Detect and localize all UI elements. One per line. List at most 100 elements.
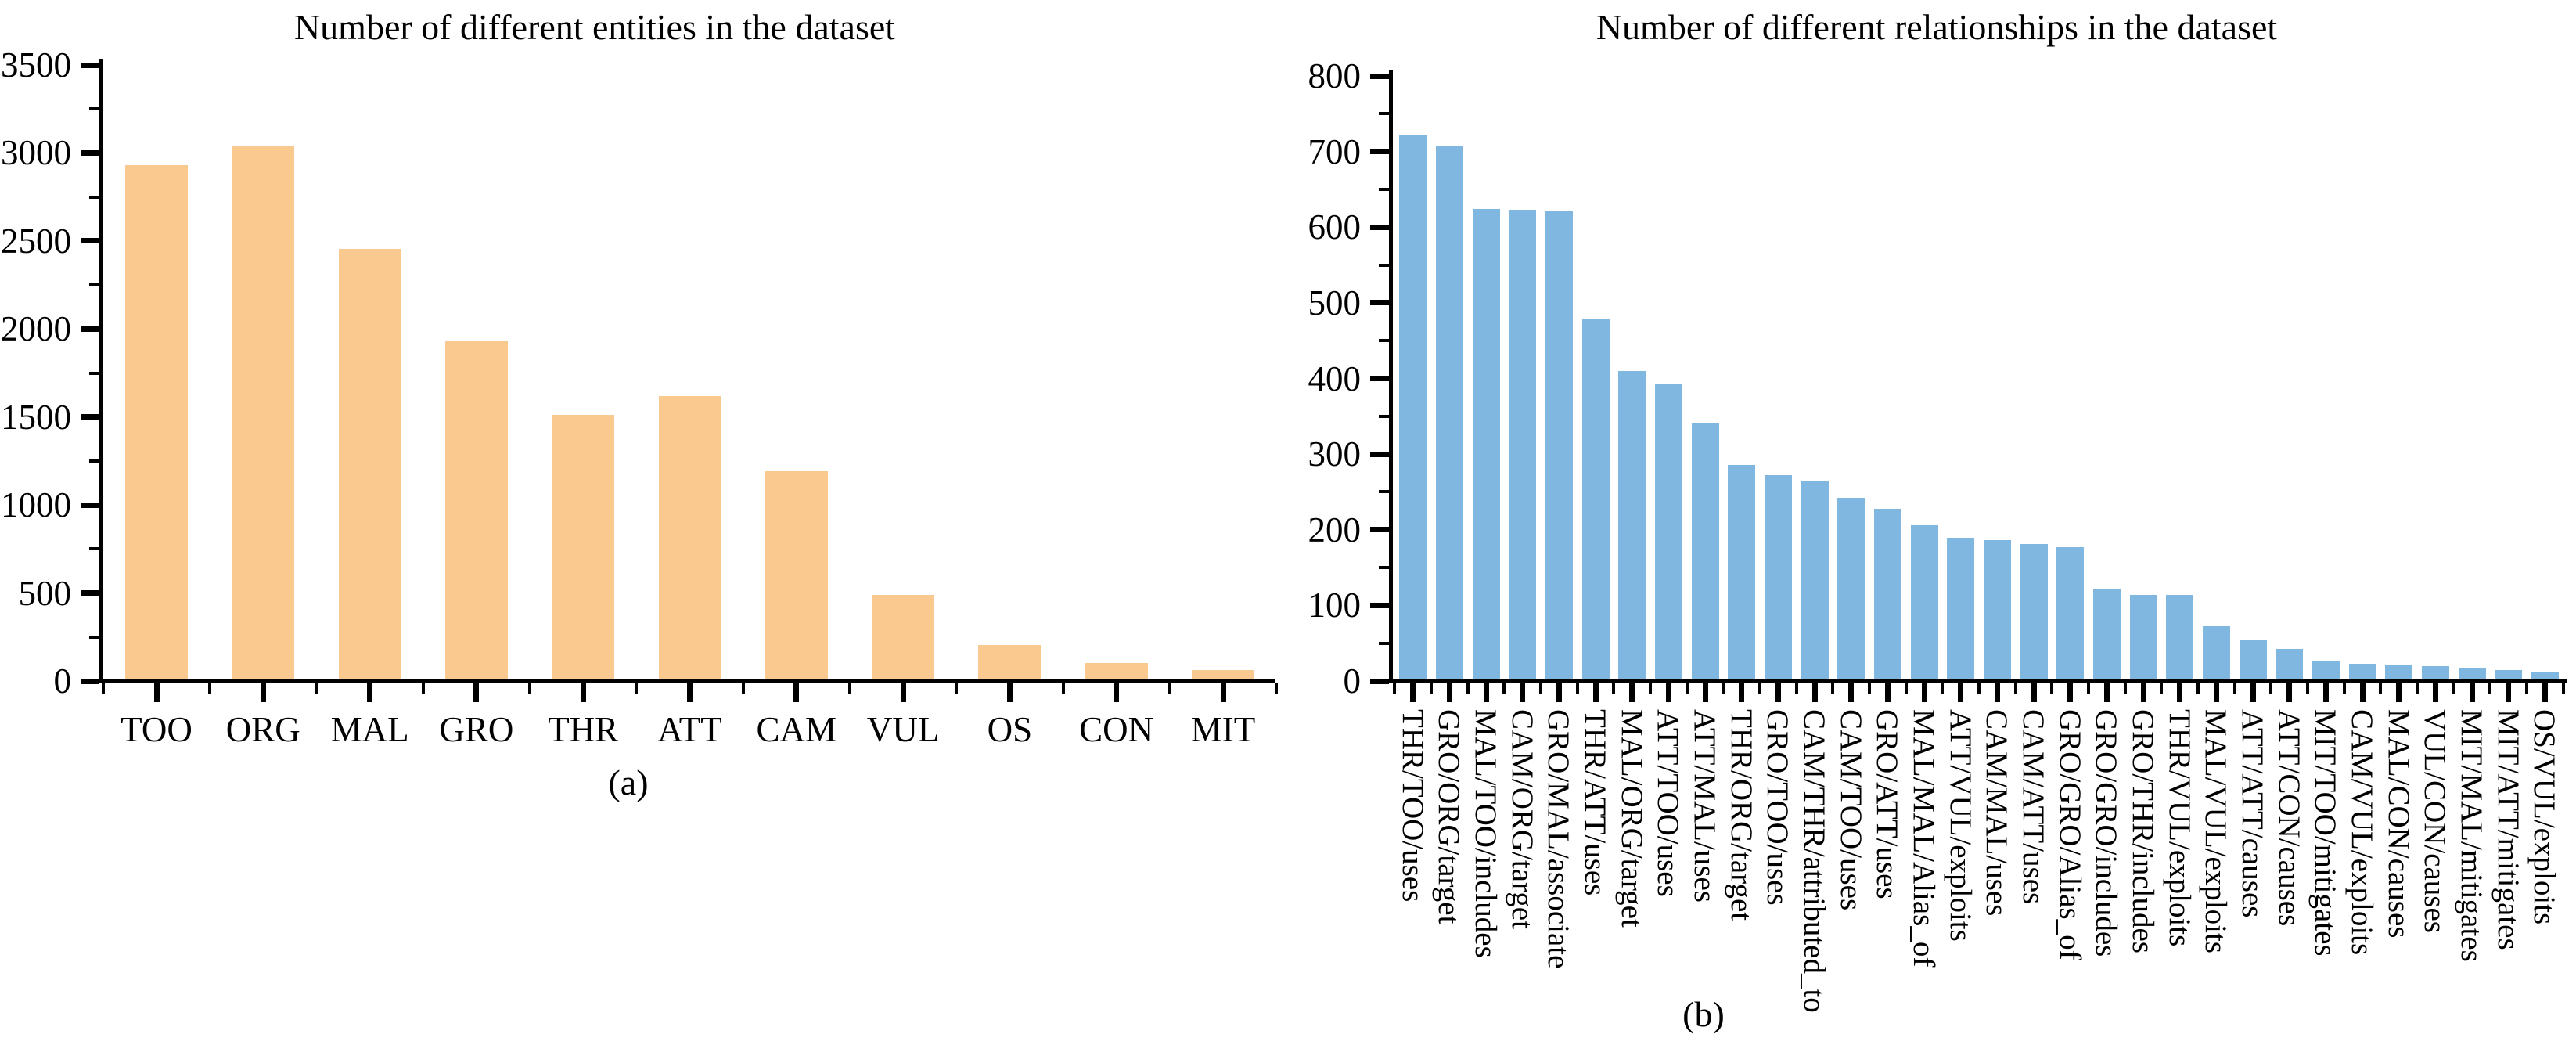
- bar: [1983, 540, 2011, 679]
- x-major-tick: [1739, 683, 1745, 702]
- x-major-tick: [2542, 683, 2548, 702]
- bar: [2202, 626, 2230, 679]
- x-major-tick: [2432, 683, 2438, 702]
- bar: [765, 470, 828, 679]
- x-minor-tick: [1758, 683, 1762, 694]
- y-tick-label: 600: [1308, 207, 1362, 247]
- x-minor-tick: [2013, 683, 2017, 694]
- y-tick-label: 400: [1308, 359, 1362, 398]
- y-minor-tick: [89, 635, 99, 639]
- x-minor-tick: [101, 683, 105, 694]
- x-major-tick: [1592, 683, 1599, 702]
- x-major-tick: [2322, 683, 2329, 702]
- y-tick-label: 700: [1308, 132, 1362, 171]
- x-tick-label: MAL/CON/causes: [2381, 709, 2416, 939]
- x-minor-tick: [2087, 683, 2091, 694]
- subfigure-caption-a: (a): [608, 762, 649, 802]
- x-minor-tick: [1061, 683, 1065, 694]
- bar: [2458, 668, 2486, 679]
- y-major-tick: [1370, 300, 1389, 306]
- bar: [1509, 209, 1537, 679]
- x-minor-tick: [208, 683, 212, 694]
- x-minor-tick: [635, 683, 639, 694]
- x-tick-label: ATT/MAL/uses: [1688, 709, 1722, 903]
- bar: [1910, 524, 1938, 679]
- y-major-tick: [1370, 73, 1389, 79]
- x-tick-label: CAM/ORG/target: [1505, 709, 1539, 929]
- x-tick-label: ATT/CON/causes: [2272, 709, 2306, 927]
- x-major-tick: [2031, 683, 2037, 702]
- x-tick-label: GRO/ORG/target: [1432, 709, 1466, 924]
- x-tick-label: THR/ATT/uses: [1578, 709, 1613, 896]
- x-major-tick: [687, 683, 693, 702]
- y-tick-label: 1000: [1, 485, 71, 525]
- y-tick-label: 500: [1308, 283, 1362, 323]
- x-major-tick: [2396, 683, 2402, 702]
- bar: [2385, 664, 2413, 679]
- bar: [2531, 672, 2559, 679]
- x-minor-tick: [1794, 683, 1798, 694]
- x-tick-label: CAM/THR/attributed_to: [1797, 709, 1832, 1013]
- x-minor-tick: [1575, 683, 1579, 694]
- x-major-tick: [1665, 683, 1671, 702]
- bar: [2020, 544, 2048, 679]
- x-tick-label: MAL/MAL/Alias_of: [1907, 709, 1941, 968]
- x-tick-label: MIT/MAL/mitigates: [2455, 709, 2489, 962]
- x-tick-label: GRO/GRO/Alias_of: [2053, 709, 2087, 960]
- x-major-tick: [2103, 683, 2110, 702]
- x-tick-label: MAL/TOO/includes: [1469, 709, 1503, 958]
- x-tick-label: ATT/ATT/causes: [2236, 709, 2270, 918]
- bar: [1654, 384, 1682, 679]
- x-tick-label: OS/VUL/exploits: [2527, 709, 2562, 925]
- x-minor-tick: [1685, 683, 1689, 694]
- y-major-tick: [81, 62, 99, 68]
- x-major-tick: [1114, 683, 1120, 702]
- y-major-tick: [81, 414, 99, 420]
- y-major-tick: [1370, 602, 1389, 608]
- y-major-tick: [81, 502, 99, 508]
- bar: [2276, 649, 2304, 679]
- y-minor-tick: [1379, 414, 1389, 418]
- x-major-tick: [580, 683, 586, 702]
- bar: [1837, 498, 1865, 679]
- x-major-tick: [1811, 683, 1818, 702]
- x-minor-tick: [1612, 683, 1616, 694]
- bar: [1801, 481, 1829, 679]
- bar: [2421, 665, 2449, 679]
- x-tick-label: MAL/VUL/exploits: [2199, 709, 2233, 953]
- bar: [552, 414, 615, 679]
- y-major-tick: [1370, 527, 1389, 533]
- x-minor-tick: [1430, 683, 1434, 694]
- x-tick-label: OS: [987, 710, 1033, 749]
- x-minor-tick: [2232, 683, 2236, 694]
- y-minor-tick: [89, 371, 99, 375]
- x-tick-label: ATT/TOO/uses: [1651, 709, 1686, 897]
- y-major-tick: [81, 678, 99, 684]
- y-tick-label: 800: [1308, 56, 1362, 95]
- bar: [1728, 464, 1756, 679]
- y-major-tick: [81, 590, 99, 596]
- y-minor-tick: [1379, 263, 1389, 267]
- x-major-tick: [153, 683, 160, 702]
- bar: [1435, 145, 1463, 679]
- x-minor-tick: [2488, 683, 2492, 694]
- bar: [444, 341, 508, 679]
- y-tick-label: 2500: [1, 221, 71, 261]
- bar: [1618, 370, 1646, 679]
- x-major-tick: [1520, 683, 1526, 702]
- bar: [1085, 662, 1148, 679]
- x-minor-tick: [2306, 683, 2310, 694]
- x-tick-label: THR/VUL/exploits: [2162, 709, 2196, 947]
- x-major-tick: [1006, 683, 1013, 702]
- bar: [2129, 594, 2157, 679]
- x-minor-tick: [2269, 683, 2273, 694]
- bar: [1192, 669, 1254, 679]
- x-tick-label: ORG: [225, 710, 300, 749]
- x-major-tick: [2286, 683, 2293, 702]
- y-tick-label: 2000: [1, 309, 71, 349]
- x-major-tick: [1884, 683, 1891, 702]
- x-tick-label: CAM: [756, 710, 837, 749]
- x-major-tick: [1775, 683, 1781, 702]
- y-major-tick: [1370, 224, 1389, 230]
